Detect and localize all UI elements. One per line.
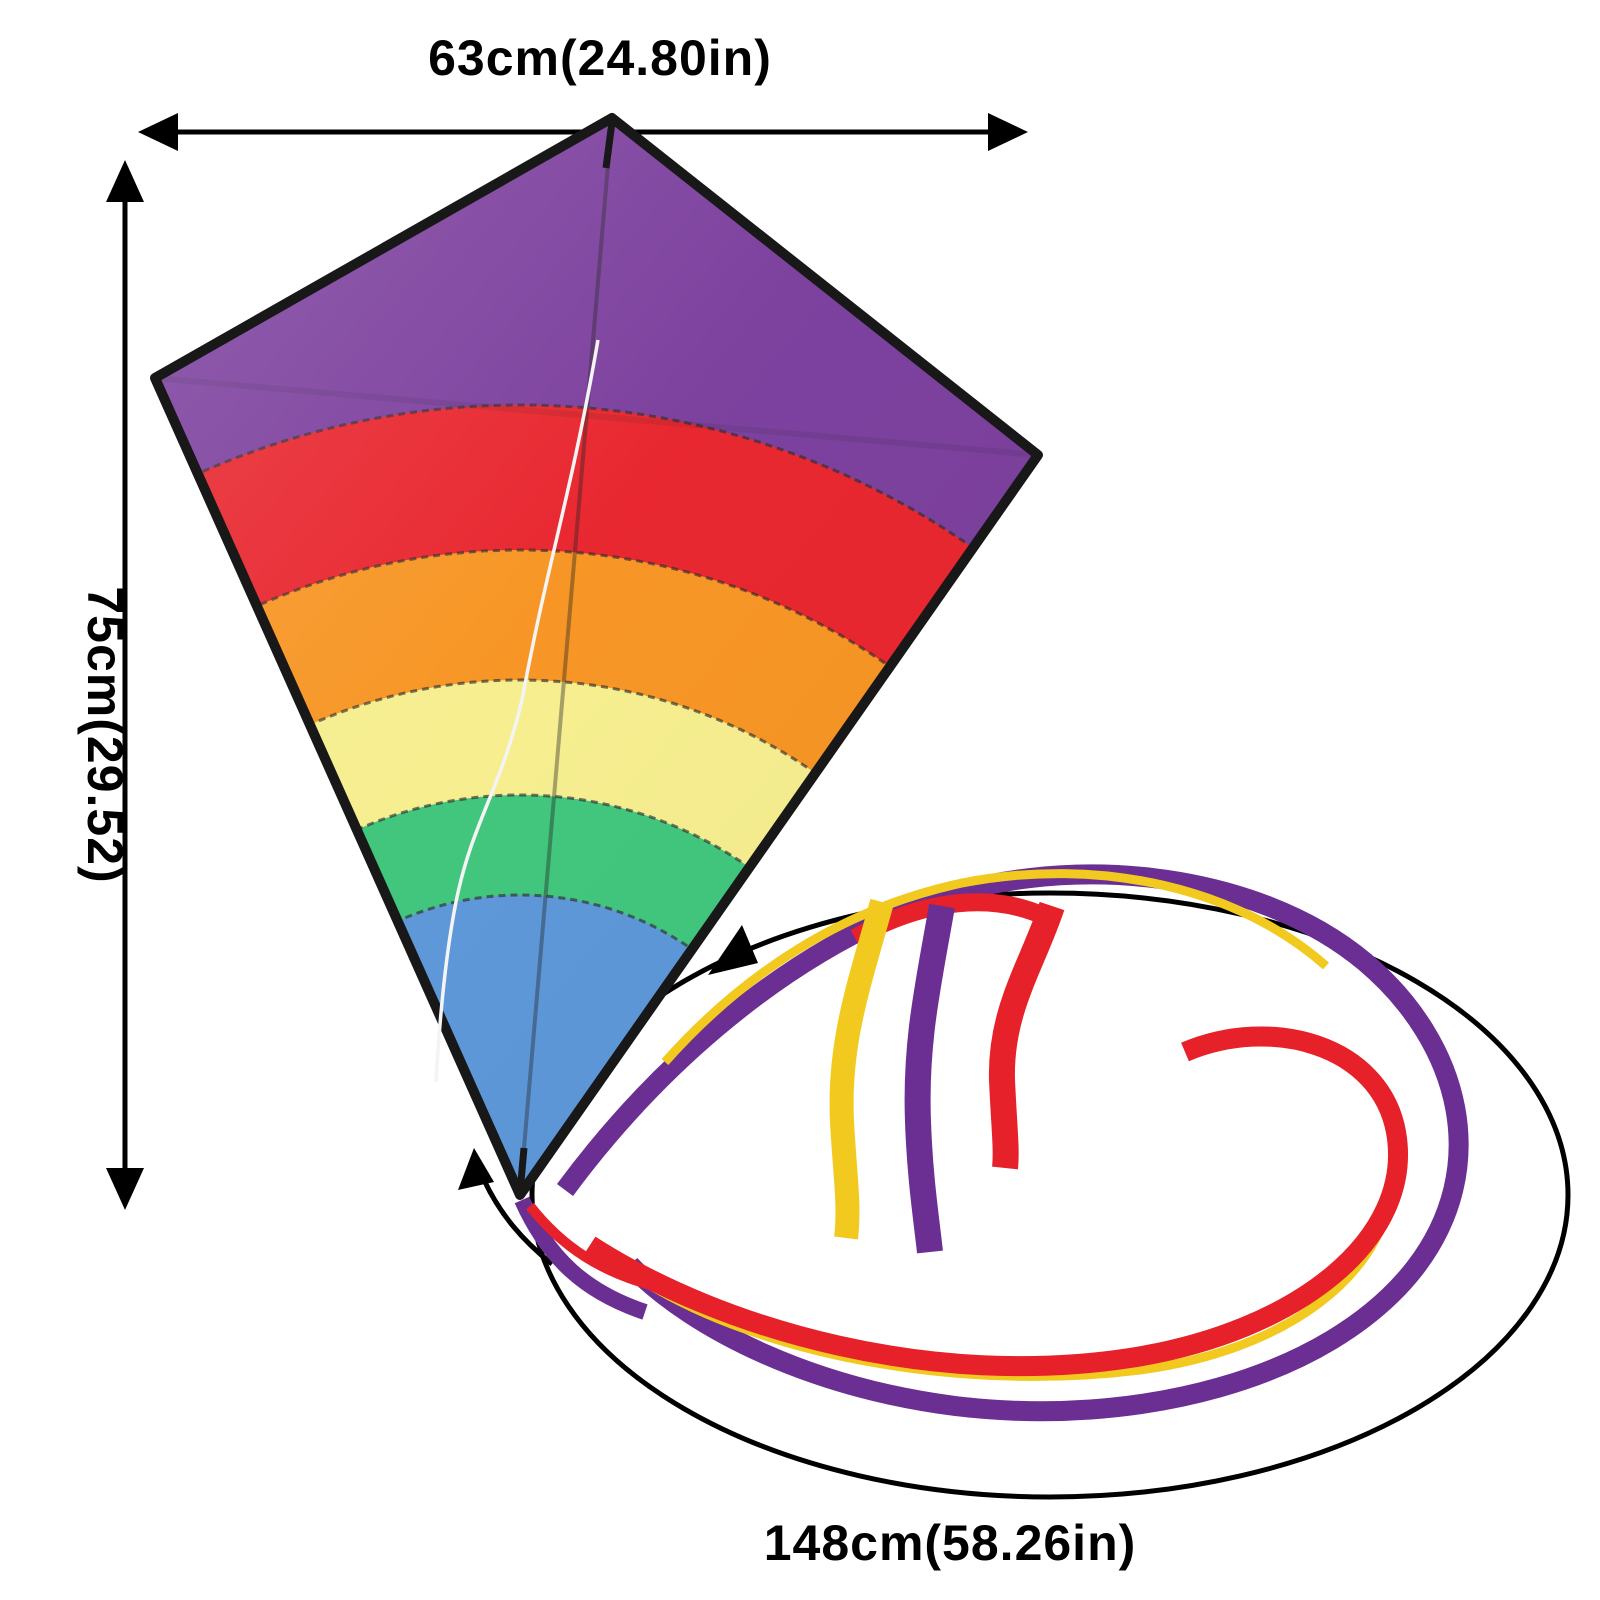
tail-length-label: 148cm(58.26in) [764, 1515, 1137, 1571]
height-label: 75cm(29.52) [77, 586, 133, 883]
kite-top-nock [602, 121, 616, 169]
height-arrowhead-bottom [106, 1168, 144, 1210]
ribbon-red-loop [584, 1026, 1408, 1377]
tail-start-purple [514, 1196, 648, 1320]
width-arrowhead-right [988, 113, 1028, 151]
tail-ribbons [556, 864, 1469, 1422]
tail-loop-ellipse [529, 890, 1571, 1500]
kite-tail-start [514, 1196, 660, 1320]
ribbon-yellow-strand-top [661, 869, 1329, 1065]
ribbon-purple-hanging-strip [904, 903, 955, 1254]
kite-edge-binding [150, 113, 1043, 1200]
tail-attach-arrowhead [458, 1148, 494, 1190]
width-dimension: 63cm(24.80in) [138, 30, 1028, 151]
ribbon-red-hanging-strip [988, 901, 1065, 1170]
tail-start-red [526, 1202, 660, 1292]
tail-attach-arrow-line [481, 1178, 554, 1266]
width-arrowhead-left [138, 113, 178, 151]
kite-sail [155, 118, 1038, 1195]
width-label: 63cm(24.80in) [428, 30, 772, 86]
tail-loop-annotation [458, 890, 1571, 1500]
ribbon-yellow-hanging-strip [829, 898, 894, 1240]
ribbon-purple-loop [556, 864, 1469, 1422]
height-arrowhead-top [106, 160, 144, 202]
tail-loop-arrowhead [708, 925, 758, 975]
kite-sheen-overlay [155, 118, 1038, 1195]
kite-bridle-string [434, 339, 600, 1083]
height-dimension: 75cm(29.52) [77, 160, 144, 1210]
kite [150, 113, 1043, 1200]
kite-bottom-nock [516, 1147, 528, 1194]
